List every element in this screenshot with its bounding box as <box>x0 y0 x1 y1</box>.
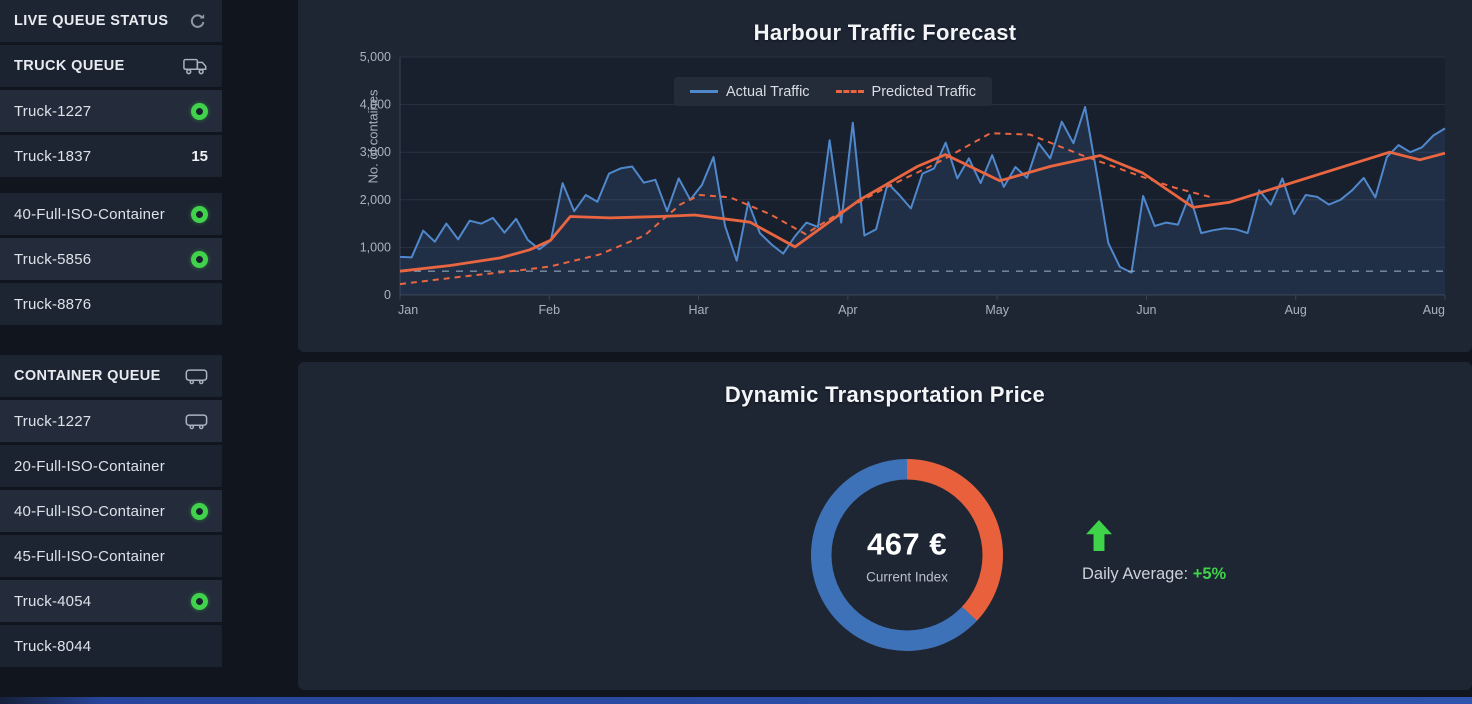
traffic-chart-title: Harbour Traffic Forecast <box>753 20 1017 45</box>
price-index-donut: 467 € Current Index <box>811 459 1003 651</box>
queue-item-truck-5856[interactable]: Truck-5856 <box>0 238 222 280</box>
svg-text:5,000: 5,000 <box>360 50 391 64</box>
queue-count: 15 <box>191 147 208 165</box>
count-wrap: 15 <box>191 148 208 165</box>
row-label: CONTAINER QUEUE <box>14 368 161 384</box>
queue-item-40-full-iso-container[interactable]: 40-Full-ISO-Container <box>0 490 222 532</box>
svg-text:2,000: 2,000 <box>360 193 391 207</box>
online-status-dot <box>191 502 208 520</box>
status-wrap <box>191 592 208 610</box>
svg-text:Feb: Feb <box>539 303 561 317</box>
svg-text:Aug: Aug <box>1285 303 1307 317</box>
daily-average-value: +5% <box>1192 565 1227 583</box>
legend-swatch-solid <box>690 90 718 93</box>
queue-item-truck-4054[interactable]: Truck-4054 <box>0 580 222 622</box>
row-label: Truck-8876 <box>14 295 92 313</box>
legend-item-predicted-traffic[interactable]: Predicted Traffic <box>835 83 977 100</box>
queue-item-truck-1227[interactable]: Truck-1227 <box>0 90 222 132</box>
row-label: Truck-1227 <box>14 412 92 430</box>
legend-item-actual-traffic[interactable]: Actual Traffic <box>690 84 810 100</box>
svg-text:May: May <box>985 303 1009 317</box>
container-icon <box>185 368 208 384</box>
row-label: Truck-8044 <box>14 637 92 655</box>
queue-item-truck-8876[interactable]: Truck-8876 <box>0 283 222 325</box>
status-wrap <box>191 205 208 223</box>
svg-text:3,000: 3,000 <box>360 145 391 159</box>
traffic-line-chart: 0 1,000 2,000 3,000 4,000 5,000 Jan Feb Har Apr Ma… <box>360 50 1446 317</box>
current-index-caption: Current Index <box>866 569 948 584</box>
container-icon-wrap <box>185 413 208 430</box>
refresh-icon-wrap <box>187 11 208 32</box>
queue-item-20-full-iso-container[interactable]: 20-Full-ISO-Container <box>0 445 222 487</box>
queue-item-truck-1227[interactable]: Truck-1227 <box>0 400 222 442</box>
chart-legend: Actual Traffic Predicted Traffic <box>674 77 993 106</box>
online-status-dot <box>191 205 208 223</box>
legend-label: Actual Traffic <box>726 83 810 100</box>
daily-average-text: Daily Average: +5% <box>1082 565 1226 584</box>
live-queue-sidebar: LIVE QUEUE STATUS TRUCK QUEUE Truck-1227 Tr… <box>0 0 222 670</box>
row-label: Truck-1227 <box>14 102 92 120</box>
row-label: 45-Full-ISO-Container <box>14 547 165 565</box>
status-wrap <box>191 250 208 268</box>
truck-icon-wrap <box>183 57 208 76</box>
row-label: Truck-4054 <box>14 592 92 610</box>
svg-text:4,000: 4,000 <box>360 98 391 112</box>
price-panel-title: Dynamic Transportation Price <box>724 382 1046 407</box>
status-wrap <box>191 102 208 120</box>
row-label: Truck-1837 <box>14 147 92 165</box>
row-label: 40-Full-ISO-Container <box>14 502 165 520</box>
arrow-up-icon <box>1086 520 1112 551</box>
svg-text:Jun: Jun <box>1136 303 1156 317</box>
queue-header-container-queue[interactable]: CONTAINER QUEUE <box>0 355 222 397</box>
queue-header-truck-queue[interactable]: TRUCK QUEUE <box>0 45 222 87</box>
queue-item-40-full-iso-container[interactable]: 40-Full-ISO-Container <box>0 193 222 235</box>
legend-swatch-dashed <box>835 90 864 93</box>
queue-item-45-full-iso-container[interactable]: 45-Full-ISO-Container <box>0 535 222 577</box>
online-status-dot <box>191 250 208 268</box>
row-label: LIVE QUEUE STATUS <box>14 13 169 29</box>
y-axis-label: No. of containes <box>365 89 381 184</box>
svg-text:Har: Har <box>688 303 708 317</box>
row-label: TRUCK QUEUE <box>14 58 125 74</box>
daily-average-indicator: Daily Average: +5% <box>1082 520 1226 584</box>
status-wrap <box>191 502 208 520</box>
queue-item-truck-8044[interactable]: Truck-8044 <box>0 625 222 667</box>
donut-center: 467 € Current Index <box>831 479 983 631</box>
row-label: Truck-5856 <box>14 250 92 268</box>
current-index-value: 467 € <box>866 526 948 561</box>
harbour-traffic-panel: 0 1,000 2,000 3,000 4,000 5,000 Jan Feb Har Apr Ma… <box>298 0 1472 352</box>
refresh-icon[interactable] <box>187 11 208 32</box>
online-status-dot <box>191 592 208 610</box>
truck-icon <box>183 58 207 74</box>
svg-text:0: 0 <box>384 288 391 302</box>
queue-item-truck-1837[interactable]: Truck-1837 15 <box>0 135 222 177</box>
transport-price-panel: Dynamic Transportation Price 467 € Curre… <box>298 362 1472 690</box>
bottom-accent-bar <box>0 697 1472 704</box>
legend-label: Predicted Traffic <box>871 83 977 100</box>
daily-average-label: Daily Average: <box>1082 565 1193 583</box>
online-status-dot <box>191 102 208 120</box>
svg-text:Jan: Jan <box>398 303 418 317</box>
svg-text:Apr: Apr <box>838 303 857 317</box>
container-icon <box>185 413 208 429</box>
row-label: 20-Full-ISO-Container <box>14 457 165 475</box>
container-icon-wrap <box>185 368 208 385</box>
svg-text:Aug: Aug <box>1423 303 1445 317</box>
queue-header-live-queue-status[interactable]: LIVE QUEUE STATUS <box>0 0 222 42</box>
row-label: 40-Full-ISO-Container <box>14 205 165 223</box>
svg-text:1,000: 1,000 <box>360 240 391 254</box>
